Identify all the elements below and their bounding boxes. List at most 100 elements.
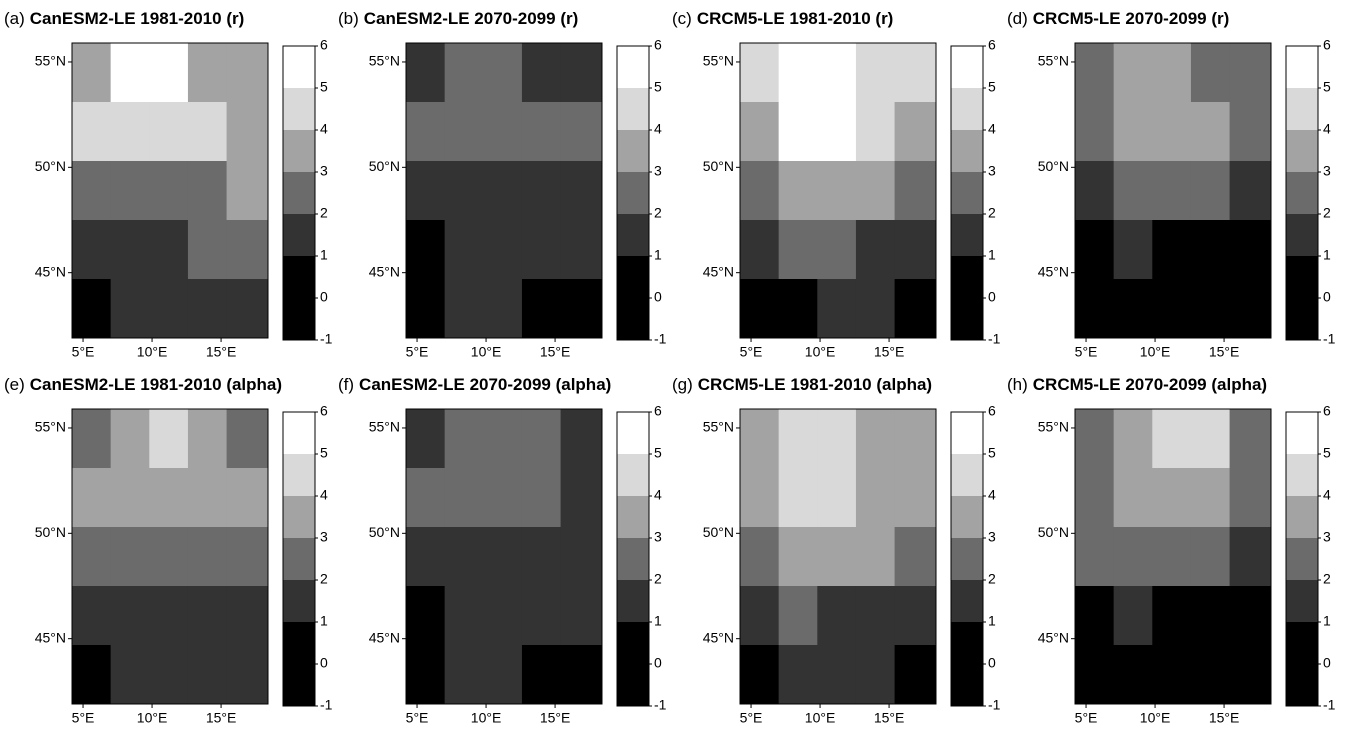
grid-cell — [855, 161, 896, 221]
x-tick-label: 15°E — [1209, 344, 1240, 360]
colorbar-segment — [1286, 580, 1318, 622]
colorbar-tick-label: 5 — [654, 79, 662, 95]
grid-cell — [521, 43, 562, 103]
x-tick-label: 15°E — [874, 710, 905, 726]
grid-cell — [110, 43, 150, 103]
grid-cell — [1229, 527, 1272, 587]
colorbar-segment — [283, 46, 315, 88]
colorbar-tick-label: 1 — [1323, 613, 1331, 629]
grid-cell — [72, 161, 112, 221]
grid-cell — [187, 161, 228, 221]
grid-cell — [1190, 220, 1231, 280]
colorbar-segment — [283, 172, 315, 214]
x-tick-label: 5°E — [740, 344, 763, 360]
grid-cell — [894, 102, 937, 162]
grid-cell — [740, 645, 780, 705]
colorbar-tick-label: 6 — [988, 403, 996, 419]
grid-cell — [444, 645, 484, 705]
grid-cell — [521, 279, 562, 339]
panel-title: (g) CRCM5-LE 1981-2010 (alpha) — [672, 375, 932, 394]
colorbar-segment — [951, 496, 983, 538]
y-tick-label: 50°N — [369, 524, 400, 540]
colorbar-tick-label: 4 — [988, 121, 996, 137]
colorbar-tick-label: -1 — [1323, 697, 1336, 713]
y-tick-label: 50°N — [35, 524, 66, 540]
colorbar-segment — [617, 256, 649, 340]
panel-title: (f) CanESM2-LE 2070-2099 (alpha) — [338, 375, 611, 394]
grid-cell — [855, 645, 896, 705]
y-tick-label: 50°N — [369, 158, 400, 174]
grid-cell — [483, 220, 523, 280]
map-frame — [1074, 408, 1272, 705]
grid-cell — [149, 279, 189, 339]
grid-cell — [444, 527, 484, 587]
grid-cell — [1152, 527, 1192, 587]
grid-cell — [778, 409, 818, 469]
grid-cell — [1075, 468, 1115, 528]
grid-cell — [1075, 645, 1115, 705]
colorbar-segment — [617, 538, 649, 580]
colorbar-frame — [282, 45, 316, 341]
y-tick-label: 50°N — [1038, 158, 1069, 174]
x-tick-label: 10°E — [1140, 344, 1171, 360]
colorbar-segment — [617, 46, 649, 88]
grid-cell — [855, 586, 896, 646]
grid-cell — [483, 409, 523, 469]
grid-cell — [521, 161, 562, 221]
grid-cell — [187, 409, 228, 469]
grid-cell — [778, 43, 818, 103]
colorbar-segment — [283, 130, 315, 172]
grid-cell — [778, 161, 818, 221]
grid-cell — [72, 468, 112, 528]
panel-label: (c) — [672, 9, 692, 28]
grid-cell — [778, 527, 818, 587]
colorbar-tick-label: -1 — [320, 697, 333, 713]
colorbar-tick-label: 4 — [1323, 487, 1331, 503]
colorbar-tick-label: 6 — [988, 37, 996, 53]
grid-cell — [110, 527, 150, 587]
grid-cell — [1075, 161, 1115, 221]
grid-cell — [1229, 586, 1272, 646]
grid-cell — [817, 102, 857, 162]
grid-cell — [483, 43, 523, 103]
grid-cell — [406, 409, 446, 469]
grid-cell — [444, 220, 484, 280]
colorbar-segment — [951, 454, 983, 496]
colorbar-segment — [1286, 622, 1318, 706]
grid-cell — [521, 527, 562, 587]
grid-cell — [1190, 43, 1231, 103]
grid-cell — [149, 409, 189, 469]
grid-cell — [110, 161, 150, 221]
panel-title: (d) CRCM5-LE 2070-2099 (r) — [1007, 9, 1229, 28]
grid-cell — [778, 279, 818, 339]
colorbar-segment — [283, 580, 315, 622]
grid-cell — [560, 409, 603, 469]
colorbar-tick-label: 2 — [654, 571, 662, 587]
grid-cell — [406, 279, 446, 339]
colorbar-tick-label: 1 — [320, 613, 328, 629]
grid-cell — [778, 645, 818, 705]
y-tick-label: 55°N — [1038, 53, 1069, 69]
grid-cell — [817, 161, 857, 221]
grid-cell — [1113, 102, 1153, 162]
grid-cell — [406, 161, 446, 221]
grid-cell — [110, 468, 150, 528]
colorbar-tick-label: 1 — [320, 247, 328, 263]
grid-cell — [1229, 409, 1272, 469]
colorbar-segment — [617, 496, 649, 538]
grid-cell — [226, 527, 269, 587]
colorbar-segment — [1286, 46, 1318, 88]
panel-title-text: CRCM5-LE 1981-2010 (r) — [697, 9, 894, 28]
colorbar-segment — [617, 580, 649, 622]
map-frame — [405, 42, 603, 339]
grid-cell — [1113, 645, 1153, 705]
grid-cell — [817, 645, 857, 705]
colorbar-segment — [1286, 496, 1318, 538]
colorbar-segment — [283, 622, 315, 706]
colorbar-segment — [617, 412, 649, 454]
panel-label: (a) — [4, 9, 25, 28]
x-tick-label: 15°E — [1209, 710, 1240, 726]
grid-cell — [483, 527, 523, 587]
grid-cell — [149, 161, 189, 221]
